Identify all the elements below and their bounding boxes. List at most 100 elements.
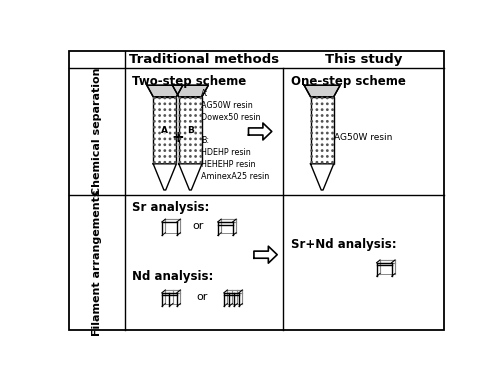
Circle shape <box>179 127 180 128</box>
Circle shape <box>190 109 191 110</box>
Circle shape <box>164 138 166 139</box>
Circle shape <box>316 138 318 139</box>
Circle shape <box>190 121 191 122</box>
Circle shape <box>316 115 318 116</box>
Circle shape <box>164 115 166 116</box>
Circle shape <box>159 127 160 128</box>
Circle shape <box>200 144 202 146</box>
Circle shape <box>154 109 155 110</box>
Circle shape <box>322 138 323 139</box>
Circle shape <box>174 138 176 139</box>
Circle shape <box>322 144 323 146</box>
Circle shape <box>195 127 196 128</box>
Circle shape <box>174 150 176 151</box>
Circle shape <box>174 127 176 128</box>
Bar <box>153 97 176 164</box>
Circle shape <box>322 156 323 157</box>
Circle shape <box>200 103 202 104</box>
Circle shape <box>154 150 155 151</box>
Circle shape <box>200 121 202 122</box>
Circle shape <box>200 150 202 151</box>
Circle shape <box>316 103 318 104</box>
Circle shape <box>326 162 328 163</box>
Text: AG50W resin: AG50W resin <box>334 133 392 142</box>
Circle shape <box>159 97 160 99</box>
Circle shape <box>322 97 323 99</box>
Circle shape <box>332 162 334 163</box>
Text: One-step scheme: One-step scheme <box>291 75 406 87</box>
Text: Two-step scheme: Two-step scheme <box>132 75 246 87</box>
Circle shape <box>326 115 328 116</box>
Circle shape <box>174 103 176 104</box>
Circle shape <box>154 156 155 157</box>
Circle shape <box>164 156 166 157</box>
Circle shape <box>200 97 202 99</box>
Circle shape <box>179 138 180 139</box>
Circle shape <box>332 109 334 110</box>
Text: A: A <box>162 126 168 135</box>
Circle shape <box>311 115 312 116</box>
Circle shape <box>200 162 202 163</box>
Circle shape <box>332 150 334 151</box>
Circle shape <box>184 162 186 163</box>
Circle shape <box>195 109 196 110</box>
Circle shape <box>200 127 202 128</box>
Circle shape <box>326 132 328 134</box>
Circle shape <box>326 97 328 99</box>
Text: Sr+Nd analysis:: Sr+Nd analysis: <box>291 238 397 251</box>
Circle shape <box>184 132 186 134</box>
Circle shape <box>311 121 312 122</box>
Circle shape <box>154 103 155 104</box>
Circle shape <box>326 144 328 146</box>
Circle shape <box>316 132 318 134</box>
Polygon shape <box>179 164 202 190</box>
Circle shape <box>200 115 202 116</box>
Circle shape <box>311 138 312 139</box>
Text: Chemical separation: Chemical separation <box>92 68 102 195</box>
Circle shape <box>159 150 160 151</box>
Circle shape <box>184 103 186 104</box>
Text: A:
AG50W resin
Dowex50 resin

B:
HDEHP resin
HEHEHP resin
AminexA25 resin: A: AG50W resin Dowex50 resin B: HDEHP re… <box>201 89 270 181</box>
Circle shape <box>326 150 328 151</box>
Circle shape <box>326 121 328 122</box>
Polygon shape <box>172 85 208 97</box>
Bar <box>310 97 334 164</box>
Circle shape <box>332 121 334 122</box>
Circle shape <box>332 127 334 128</box>
Circle shape <box>190 132 191 134</box>
Circle shape <box>159 156 160 157</box>
Circle shape <box>311 144 312 146</box>
Circle shape <box>326 156 328 157</box>
Circle shape <box>174 156 176 157</box>
Circle shape <box>195 121 196 122</box>
Circle shape <box>195 97 196 99</box>
Circle shape <box>190 150 191 151</box>
Circle shape <box>200 109 202 110</box>
Circle shape <box>159 103 160 104</box>
Circle shape <box>332 103 334 104</box>
Text: Traditional methods: Traditional methods <box>129 53 279 66</box>
Circle shape <box>311 103 312 104</box>
Circle shape <box>184 144 186 146</box>
Circle shape <box>159 132 160 134</box>
Circle shape <box>311 97 312 99</box>
Circle shape <box>179 97 180 99</box>
Circle shape <box>159 115 160 116</box>
Circle shape <box>179 132 180 134</box>
Circle shape <box>190 97 191 99</box>
Circle shape <box>195 115 196 116</box>
Circle shape <box>184 97 186 99</box>
Circle shape <box>184 127 186 128</box>
Circle shape <box>179 103 180 104</box>
Circle shape <box>154 138 155 139</box>
Circle shape <box>200 156 202 157</box>
Circle shape <box>326 103 328 104</box>
Polygon shape <box>310 164 334 190</box>
Circle shape <box>195 144 196 146</box>
Text: or: or <box>192 221 204 231</box>
Circle shape <box>316 156 318 157</box>
Circle shape <box>322 115 323 116</box>
Circle shape <box>184 115 186 116</box>
Circle shape <box>174 109 176 110</box>
Circle shape <box>179 109 180 110</box>
